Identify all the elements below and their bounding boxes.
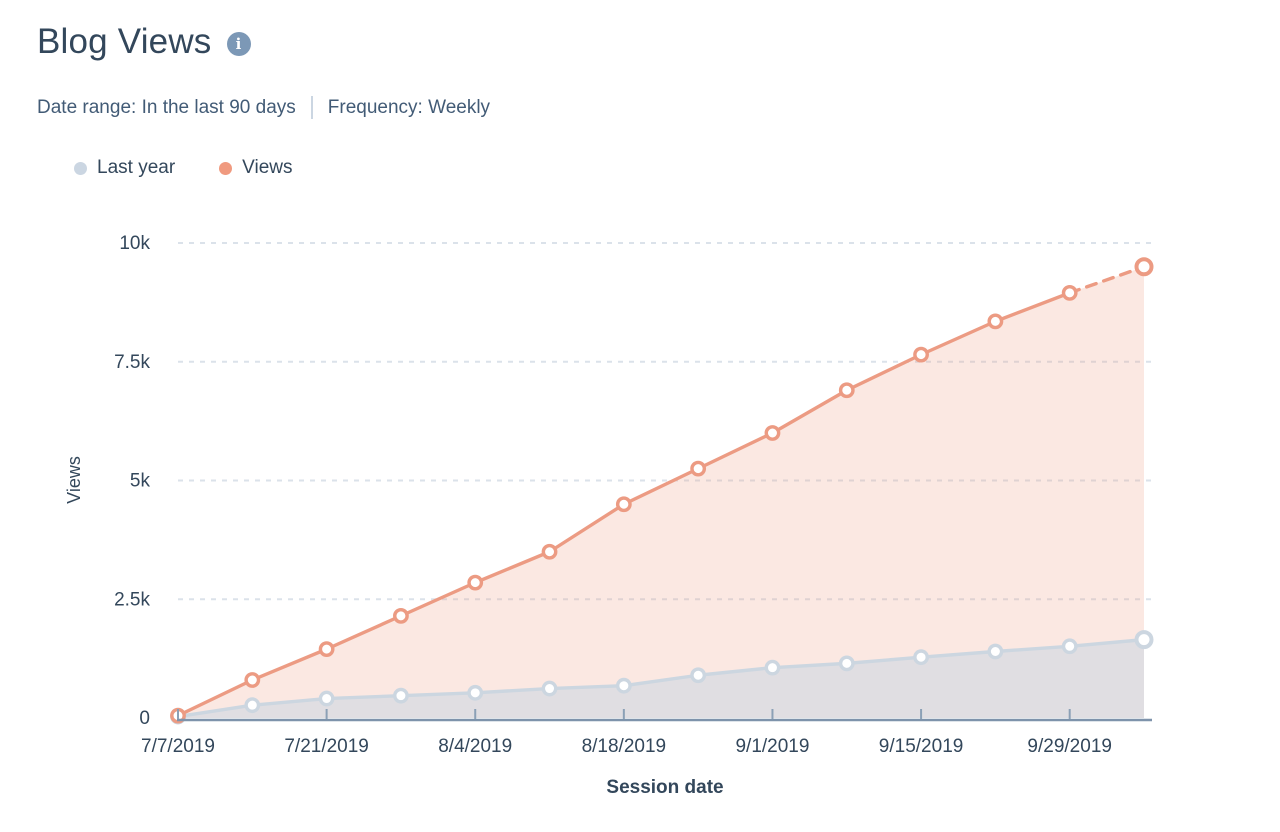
data-point-marker-last-year[interactable] xyxy=(1134,630,1154,650)
data-point-marker-last-year[interactable] xyxy=(987,643,1004,660)
data-point-marker-views[interactable] xyxy=(541,543,558,560)
page-title: Blog Views xyxy=(37,22,212,61)
data-point-marker-views[interactable] xyxy=(987,313,1004,330)
chart-legend: Last year Views xyxy=(74,157,337,179)
y-tick-label: 5k xyxy=(130,471,151,492)
data-point-marker-last-year[interactable] xyxy=(690,667,707,684)
data-point-marker-views[interactable] xyxy=(838,382,855,399)
data-point-marker-views[interactable] xyxy=(318,641,335,658)
data-point-marker-views[interactable] xyxy=(1061,284,1078,301)
y-tick-label: 0 xyxy=(139,708,150,729)
data-point-marker-last-year[interactable] xyxy=(541,680,558,697)
x-tick-label: 7/21/2019 xyxy=(284,736,369,757)
series-line-last-year xyxy=(176,637,1146,719)
x-tick-label: 8/4/2019 xyxy=(438,736,512,757)
legend-item-views[interactable]: Views xyxy=(219,157,293,179)
data-point-marker-views[interactable] xyxy=(244,672,261,688)
frequency-label: Frequency: Weekly xyxy=(327,96,491,118)
series-line-views-projected xyxy=(1067,265,1146,295)
subtitle-divider xyxy=(310,96,313,119)
data-point-marker-last-year[interactable] xyxy=(1061,638,1078,655)
y-tick-label: 2.5k xyxy=(114,589,150,610)
data-point-marker-views[interactable] xyxy=(913,346,929,363)
y-tick-label: 7.5k xyxy=(114,352,150,373)
date-range-label: Date range: In the last 90 days xyxy=(37,96,296,118)
legend-dot-views xyxy=(219,161,233,175)
data-point-marker-last-year[interactable] xyxy=(467,684,484,701)
legend-item-last-year[interactable]: Last year xyxy=(74,157,175,179)
data-point-marker-views[interactable] xyxy=(467,574,484,591)
x-axis-title: Session date xyxy=(606,777,723,798)
data-point-marker-last-year[interactable] xyxy=(615,677,632,694)
y-tick-label: 10k xyxy=(119,233,150,254)
x-tick-label: 9/29/2019 xyxy=(1027,736,1112,757)
x-tick-label: 9/15/2019 xyxy=(879,736,964,757)
legend-label-last-year: Last year xyxy=(97,157,176,178)
page-header: Blog Views i xyxy=(37,22,251,62)
report-settings: Date range: In the last 90 days Frequenc… xyxy=(37,96,490,119)
series-area-views xyxy=(178,266,1144,718)
data-point-marker-last-year[interactable] xyxy=(244,697,261,714)
data-point-marker-last-year[interactable] xyxy=(764,659,781,676)
data-point-marker-last-year[interactable] xyxy=(913,649,929,666)
y-axis-title: Views xyxy=(64,456,84,504)
info-icon[interactable]: i xyxy=(226,32,251,56)
data-point-marker-views[interactable] xyxy=(764,425,781,441)
data-point-marker-views[interactable] xyxy=(1134,257,1154,277)
x-tick-label: 8/18/2019 xyxy=(582,736,667,757)
data-point-marker-views[interactable] xyxy=(393,607,409,624)
data-point-marker-last-year[interactable] xyxy=(838,655,855,672)
data-point-marker-last-year[interactable] xyxy=(393,687,409,704)
data-point-marker-views[interactable] xyxy=(615,496,632,513)
legend-label-views: Views xyxy=(242,157,293,178)
x-tick-label: 7/7/2019 xyxy=(141,736,215,757)
data-point-marker-last-year[interactable] xyxy=(318,690,335,707)
x-tick-label: 9/1/2019 xyxy=(735,736,809,757)
legend-dot-last-year xyxy=(74,161,87,175)
data-point-marker-views[interactable] xyxy=(690,460,707,477)
